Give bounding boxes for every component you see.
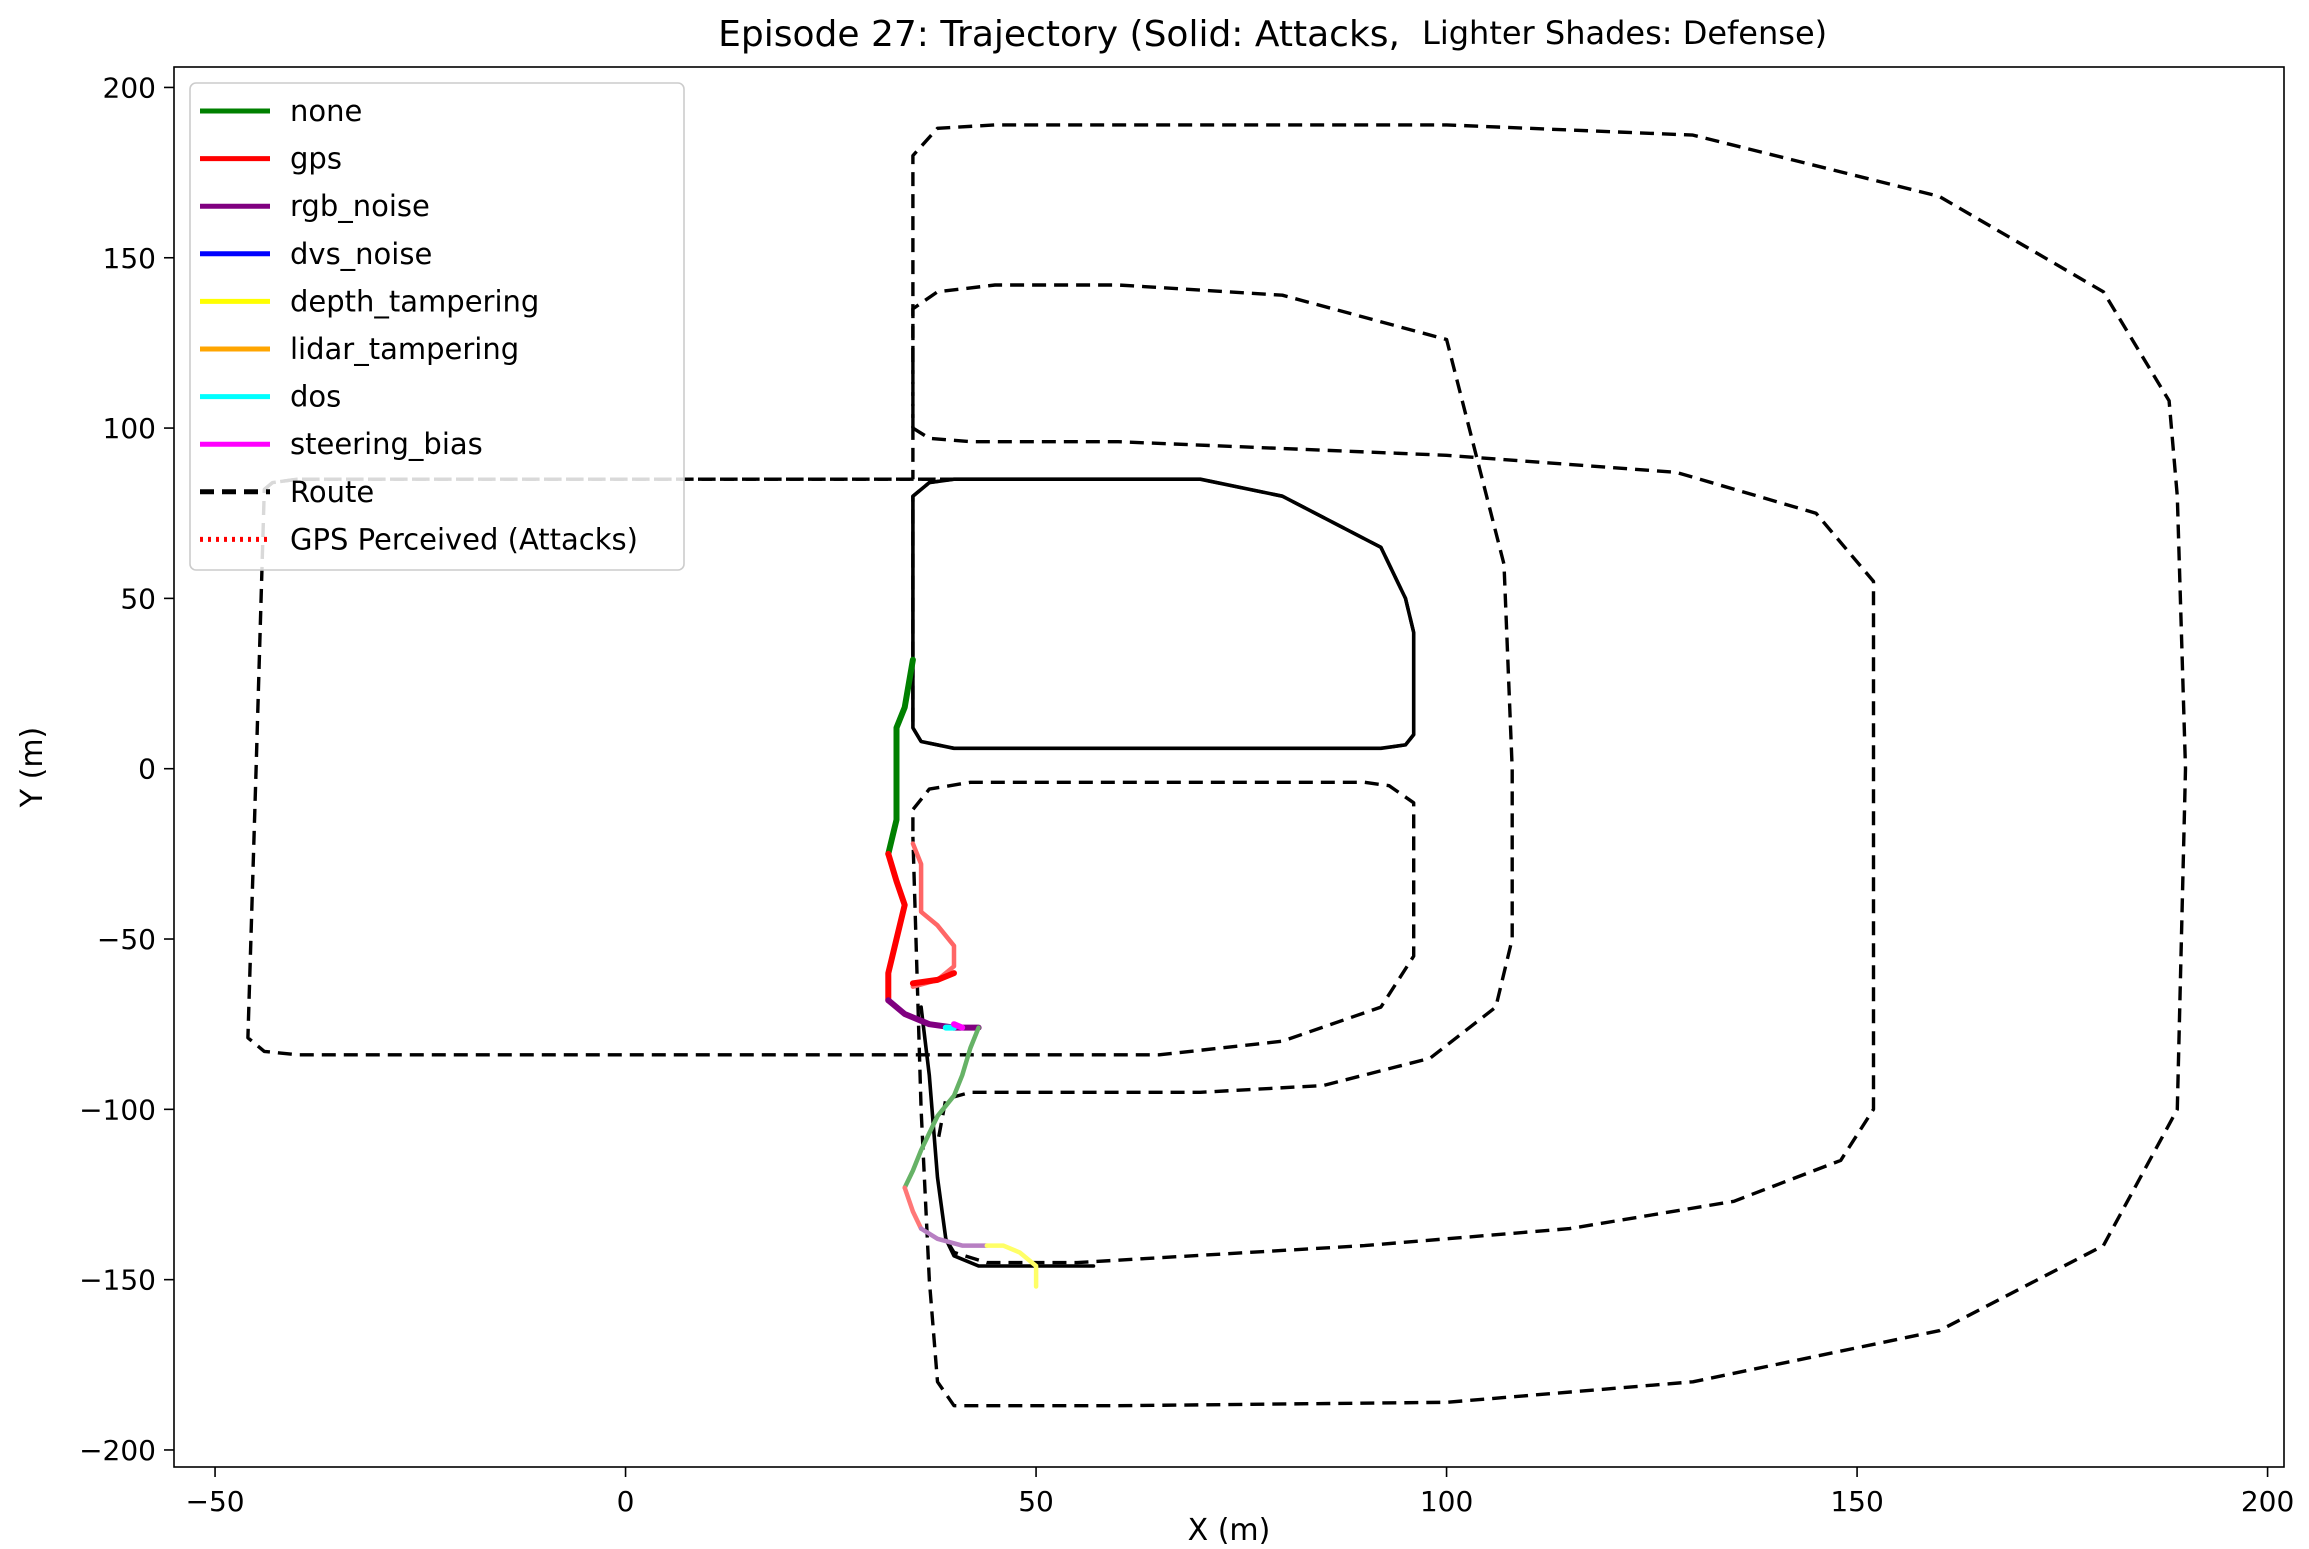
x-tick-label: 100 — [1420, 1485, 1473, 1518]
trajectory-gps-perceived-tail — [909, 970, 957, 987]
y-tick-label: 200 — [103, 71, 156, 104]
legend-label: GPS Perceived (Attacks) — [290, 522, 638, 556]
route-solid — [911, 477, 1416, 751]
legend-label: rgb_noise — [290, 189, 430, 223]
x-tick-label: −50 — [186, 1485, 245, 1518]
route-5 — [911, 283, 1514, 1144]
y-tick-label: −200 — [79, 1434, 156, 1467]
legend: none gps rgb_noise dvs_noise depth_tampering… — [189, 82, 685, 571]
trajectory-rgb-defense — [918, 1226, 990, 1248]
y-axis-label: Y (m) — [15, 727, 50, 809]
y-tick-label: 100 — [103, 412, 156, 445]
trajectory-rgb_noise — [885, 997, 982, 1031]
y-tick-label: −50 — [97, 923, 156, 956]
y-tick-label: −150 — [79, 1264, 156, 1297]
y-tick-label: 150 — [103, 242, 156, 275]
trajectory-none — [885, 656, 916, 857]
legend-label: Route — [290, 475, 374, 509]
trajectory-gps — [885, 850, 908, 1004]
route-4 — [912, 426, 1876, 1265]
route-3 — [911, 123, 2188, 1408]
legend-label: dvs_noise — [290, 237, 432, 271]
y-tick-label: 0 — [138, 753, 156, 786]
trajectory-none-defense — [902, 1025, 981, 1190]
legend-label: gps — [290, 142, 342, 176]
x-axis-label: X (m) — [1188, 1513, 1271, 1548]
legend-box — [189, 82, 685, 571]
route-solid-tail — [919, 1005, 1096, 1268]
legend-label: dos — [290, 380, 341, 414]
x-tick-label: 200 — [2241, 1485, 2294, 1518]
plot-frame — [173, 66, 2285, 1468]
legend-label: depth_tampering — [290, 284, 539, 318]
y-tick-label: 50 — [120, 582, 156, 615]
x-tick-label: 50 — [1018, 1485, 1054, 1518]
chart-title: Episode 27: Trajectory (Solid: Attacks, — [718, 14, 1400, 55]
legend-label: steering_bias — [290, 427, 483, 461]
legend-label: none — [290, 94, 362, 128]
trajectory-depth-defense — [984, 1243, 1039, 1289]
trajectory-gps-perceived — [910, 841, 957, 989]
chart-title-suffix: Lighter Shades: Defense) — [1422, 14, 1827, 52]
trajectory-steering_bias — [951, 1021, 966, 1031]
x-tick-label: 150 — [1830, 1485, 1883, 1518]
y-tick-label: −100 — [79, 1093, 156, 1126]
legend-label: lidar_tampering — [290, 332, 519, 366]
trajectory-gps-defense — [902, 1185, 924, 1231]
x-tick-label: 0 — [617, 1485, 635, 1518]
